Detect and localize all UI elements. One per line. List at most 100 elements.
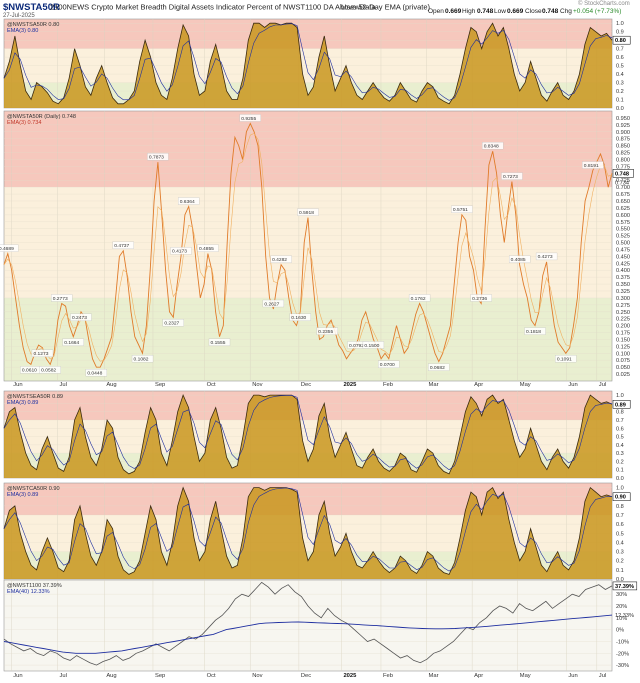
peak-label-box (208, 338, 231, 346)
last-value-box (612, 581, 638, 591)
peak-label-box (39, 366, 61, 374)
peak-label-box (62, 338, 84, 346)
peak-label: 0.2773 (53, 296, 68, 302)
peak-label-box (162, 319, 184, 327)
y-tick-label: 0.575 (616, 220, 630, 226)
y-tick-label: 0.825 (616, 151, 630, 157)
y-tick-label: 0.2 (616, 559, 624, 565)
y-tick-label: 20% (616, 604, 627, 610)
peak-label: 0.4273 (538, 254, 553, 260)
peak-label-box (51, 294, 73, 302)
y-tick-label: 0.550 (616, 227, 630, 233)
y-tick-label: 0.850 (616, 144, 630, 150)
last-value-box (612, 169, 634, 178)
peak-label-box (239, 114, 261, 122)
y-tick-label: 0.200 (616, 324, 630, 330)
peak-label-box (270, 255, 292, 263)
low-value: 0.669 (507, 8, 524, 15)
x-tick-label: Dec (301, 673, 311, 679)
y-tick-label: -20% (616, 651, 629, 657)
panel5: 30% 20% 10% 0% -10% -20% -30% @NWST1100 37.39%E… (3, 579, 638, 679)
peak-label-box (316, 327, 338, 335)
peak-label-box (31, 349, 54, 357)
y-tick-label: 0.325 (616, 289, 630, 295)
y-tick-label: -30% (616, 663, 629, 669)
y-tick-label: 0.525 (616, 234, 630, 240)
x-tick-label: Mar (429, 382, 439, 388)
x-tick-label: Jul (60, 673, 67, 679)
series-area (4, 23, 612, 109)
peak-label: 0.2327 (164, 321, 179, 327)
y-tick-label: 0.375 (616, 275, 630, 281)
y-tick-label: 0.9 (616, 30, 624, 36)
peak-label: 0.8191 (584, 163, 599, 169)
panel4: 1.00.90.80.70.60.50.40.30.20.10.0@NWSTCA… (3, 482, 631, 583)
high-value: 0.748 (477, 8, 494, 15)
x-tick-label: Jun (568, 673, 577, 679)
peak-label-box (85, 369, 108, 377)
y-tick-label: 30% (616, 592, 627, 598)
y-tick-label: 0.625 (616, 206, 630, 212)
y-tick-label: 0.725 (616, 178, 630, 184)
y-tick-label: 0.8 (616, 410, 624, 416)
peak-label-box (178, 197, 200, 205)
x-tick-label: Jun (13, 382, 22, 388)
y-tick-label: 0.5 (616, 435, 624, 441)
peak-label-box (262, 299, 285, 308)
y-tick-label: 0.700 (616, 185, 630, 191)
x-tick-label: Jul (599, 673, 606, 679)
panels: 1.0 0.9 0.8 0.7 0.6 0.5 0.4 0.3 0.2 0.1 0.0 @NWSTSA… (0, 18, 638, 679)
peak-label-box (428, 363, 450, 371)
y-tick-label: 0.1 (616, 98, 624, 104)
x-tick-label: Jul (599, 382, 606, 388)
y-tick-label: 0.925 (616, 123, 630, 129)
peak-label: 0.1273 (33, 351, 48, 357)
peak-label: 0.5918 (299, 210, 314, 216)
peak-label-box (147, 153, 169, 161)
last-value-label: 0.748 (615, 171, 629, 177)
y-tick-label: 0.500 (616, 241, 630, 247)
zone-band (4, 483, 612, 515)
peak-label-box (451, 205, 473, 213)
last-ema-label: 0.734 (615, 180, 629, 186)
peak-label: 0.1555 (210, 340, 225, 346)
y-tick-label: 0.1 (616, 468, 624, 474)
chg-value: +0.054 (+7.73%) (573, 8, 621, 15)
peak-label: 0.5751 (453, 207, 468, 213)
y-tick-label: 0% (616, 628, 624, 634)
open-value: 0.669 (445, 8, 462, 15)
legend-ema: EMA(3) 0.734 (7, 120, 42, 126)
peak-label-box (70, 313, 92, 321)
peak-label-box (535, 252, 558, 261)
peak-label: 0.4689 (0, 246, 14, 252)
peak-label-box (362, 341, 385, 349)
y-tick-label: 0.3 (616, 550, 624, 556)
y-tick-label: 0.250 (616, 310, 630, 316)
y-tick-label: 0.6 (616, 522, 624, 528)
peak-label-box (0, 244, 19, 252)
x-tick-label: Jun (13, 673, 22, 679)
y-tick-label: 0.875 (616, 137, 630, 143)
x-tick-label: Apr (474, 673, 483, 679)
peak-label-box (508, 255, 531, 263)
peak-label: 0.1818 (526, 329, 541, 335)
header-date: 27-Jul-2025 (3, 13, 35, 19)
legend-ema: EMA(3) 0.89 (7, 492, 38, 498)
y-tick-label: 0.4 (616, 72, 624, 78)
high-label: High (462, 8, 476, 15)
legend-series: @NWST1100 37.39% (7, 583, 62, 589)
ema-line (3, 487, 613, 572)
y-tick-label: 0.5 (616, 531, 624, 537)
low-label: Low (494, 8, 506, 15)
series-line (3, 122, 613, 368)
peak-label-box (131, 355, 154, 363)
peak-label-box (582, 161, 604, 169)
peak-label: 0.4737 (114, 243, 129, 249)
peak-label: 0.2736 (472, 296, 487, 302)
x-tick-label: Oct (207, 673, 216, 679)
y-tick-label: 0.175 (616, 331, 630, 337)
ema-line (3, 23, 613, 101)
chg-label: Chg (560, 8, 572, 15)
y-tick-label: 0.6 (616, 55, 624, 61)
